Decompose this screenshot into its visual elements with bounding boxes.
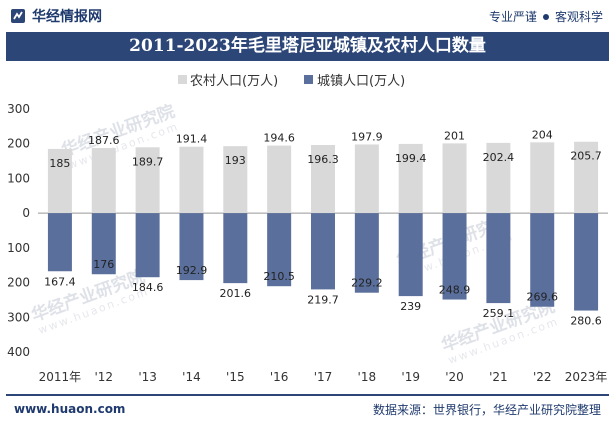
data-label-rural: 202.4 bbox=[483, 151, 515, 164]
data-label-urban: 201.6 bbox=[220, 287, 252, 300]
bar-urban bbox=[530, 213, 555, 307]
bar-rural bbox=[398, 143, 423, 214]
y-tick-label: 400 bbox=[7, 345, 30, 359]
bar-rural bbox=[574, 141, 599, 214]
chart-title: 2011-2023年毛里塔尼亚城镇及农村人口数量 bbox=[129, 36, 486, 56]
data-label-rural: 194.6 bbox=[263, 132, 295, 145]
data-label-rural: 205.7 bbox=[570, 150, 602, 163]
x-tick-label: 2023年 bbox=[565, 370, 608, 384]
bar-urban bbox=[91, 213, 116, 275]
logo: 华经情报网 bbox=[10, 6, 102, 26]
bar-urban bbox=[267, 213, 292, 287]
data-label-rural: 189.7 bbox=[132, 155, 164, 168]
bar-urban bbox=[135, 213, 160, 278]
bar-rural bbox=[179, 146, 204, 214]
bar-urban bbox=[311, 213, 335, 290]
x-tick-label: '13 bbox=[138, 370, 157, 384]
header-bar: 华经情报网 专业严谨 客观科学 bbox=[0, 0, 615, 32]
bar-rural bbox=[135, 147, 160, 214]
bar-rural bbox=[91, 148, 116, 214]
data-label-rural: 197.9 bbox=[351, 130, 383, 143]
legend-swatch-rural bbox=[178, 75, 187, 84]
bar-urban bbox=[574, 213, 599, 311]
x-tick-label: '22 bbox=[533, 370, 552, 384]
bar-rural bbox=[311, 144, 335, 214]
x-tick-label: '12 bbox=[94, 370, 113, 384]
bar-rural bbox=[47, 148, 72, 214]
tagline-dot bbox=[542, 14, 549, 20]
bar-urban bbox=[442, 213, 467, 300]
x-tick-label: 2011年 bbox=[39, 370, 82, 384]
data-label-rural: 185 bbox=[49, 157, 70, 170]
legend-label-urban: 城镇人口(万人) bbox=[317, 74, 405, 89]
data-label-rural: 196.3 bbox=[307, 153, 339, 166]
x-tick-label: '15 bbox=[226, 370, 245, 384]
data-label-urban: 184.6 bbox=[132, 281, 164, 294]
y-tick-label: 300 bbox=[7, 102, 30, 116]
bar-rural bbox=[530, 142, 555, 214]
bar-urban bbox=[47, 213, 72, 272]
data-label-urban: 269.6 bbox=[526, 291, 558, 304]
logo-icon bbox=[11, 9, 25, 23]
data-label-urban: 210.5 bbox=[263, 270, 295, 283]
title-bar: 2011-2023年毛里塔尼亚城镇及农村人口数量 bbox=[6, 32, 609, 61]
x-tick-label: '20 bbox=[445, 370, 464, 384]
data-label-urban: 219.7 bbox=[307, 293, 339, 306]
data-label-rural: 204 bbox=[532, 128, 553, 141]
footer-source: 数据来源：世界银行，华经产业研究院整理 bbox=[372, 403, 601, 417]
y-tick-label: 200 bbox=[7, 137, 30, 151]
data-label-rural: 187.6 bbox=[88, 134, 120, 147]
footer: www.huaon.com 数据来源：世界银行，华经产业研究院整理 bbox=[0, 394, 615, 427]
data-label-urban: 192.9 bbox=[176, 264, 208, 277]
bar-urban bbox=[486, 213, 511, 304]
legend-label-rural: 农村人口(万人) bbox=[190, 74, 278, 89]
bar-urban bbox=[223, 213, 248, 284]
legend-swatch-urban bbox=[304, 75, 313, 84]
y-tick-label: 100 bbox=[7, 171, 30, 185]
data-label-rural: 199.4 bbox=[395, 152, 427, 165]
bar-rural bbox=[267, 145, 292, 214]
footer-website: www.huaon.com bbox=[14, 402, 126, 416]
y-tick-label: 200 bbox=[7, 276, 30, 290]
data-label-urban: 248.9 bbox=[439, 284, 471, 297]
y-tick-label: 100 bbox=[7, 241, 30, 255]
logo-text: 华经情报网 bbox=[32, 9, 102, 25]
data-label-urban: 280.6 bbox=[570, 315, 602, 328]
data-label-urban: 229.2 bbox=[351, 277, 383, 290]
x-tick-label: '18 bbox=[358, 370, 377, 384]
y-tick-label: 0 bbox=[22, 206, 30, 220]
x-tick-label: '17 bbox=[314, 370, 333, 384]
data-label-urban: 167.4 bbox=[44, 275, 76, 288]
bar-urban bbox=[398, 213, 423, 297]
y-tick-label: 300 bbox=[7, 310, 30, 324]
tagline-right: 客观科学 bbox=[554, 10, 603, 24]
footer-divider bbox=[6, 394, 609, 396]
bar-rural bbox=[354, 144, 379, 214]
bar-rural bbox=[486, 142, 511, 214]
data-label-urban: 176 bbox=[93, 258, 114, 271]
bar-urban bbox=[354, 213, 379, 293]
chart: 华经产业研究院www.huaon.com华经产业研究院www.huaon.com… bbox=[7, 74, 608, 384]
data-label-urban: 259.1 bbox=[483, 307, 515, 320]
x-tick-label: '21 bbox=[489, 370, 508, 384]
tagline: 专业严谨 客观科学 bbox=[489, 8, 603, 25]
x-tick-label: '19 bbox=[401, 370, 420, 384]
tagline-left: 专业严谨 bbox=[488, 10, 537, 24]
data-label-rural: 191.4 bbox=[176, 133, 208, 146]
bar-rural bbox=[223, 146, 248, 214]
data-label-rural: 193 bbox=[225, 154, 246, 167]
data-label-urban: 239 bbox=[400, 300, 421, 313]
bar-rural bbox=[442, 143, 467, 214]
x-tick-label: '14 bbox=[182, 370, 201, 384]
data-label-rural: 201 bbox=[444, 129, 465, 142]
bar-urban bbox=[179, 213, 204, 281]
x-tick-label: '16 bbox=[270, 370, 289, 384]
